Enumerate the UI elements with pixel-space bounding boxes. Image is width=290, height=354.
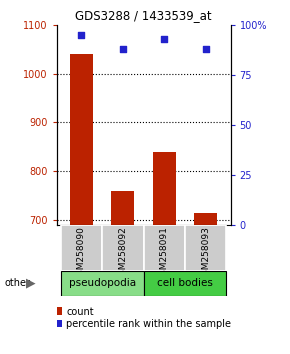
Title: GDS3288 / 1433539_at: GDS3288 / 1433539_at: [75, 9, 212, 22]
Bar: [194, 213, 217, 225]
Text: percentile rank within the sample: percentile rank within the sample: [66, 319, 231, 329]
Text: count: count: [66, 307, 94, 316]
Text: GSM258092: GSM258092: [118, 226, 127, 281]
Bar: [61, 225, 102, 271]
Bar: [144, 271, 226, 296]
Point: [79, 32, 84, 38]
Point: [203, 46, 208, 52]
Point: [162, 36, 166, 42]
Bar: [185, 225, 226, 271]
Text: cell bodies: cell bodies: [157, 278, 213, 288]
Text: GSM258093: GSM258093: [201, 226, 210, 281]
Bar: [153, 152, 176, 225]
Bar: [61, 271, 144, 296]
Bar: [144, 225, 185, 271]
Point: [121, 46, 125, 52]
Bar: [111, 191, 134, 225]
Text: GSM258090: GSM258090: [77, 226, 86, 281]
Text: pseudopodia: pseudopodia: [68, 278, 136, 288]
Bar: [102, 225, 144, 271]
Bar: [70, 54, 93, 225]
Text: GSM258091: GSM258091: [160, 226, 169, 281]
Text: other: other: [4, 278, 30, 288]
Text: ▶: ▶: [26, 277, 35, 290]
